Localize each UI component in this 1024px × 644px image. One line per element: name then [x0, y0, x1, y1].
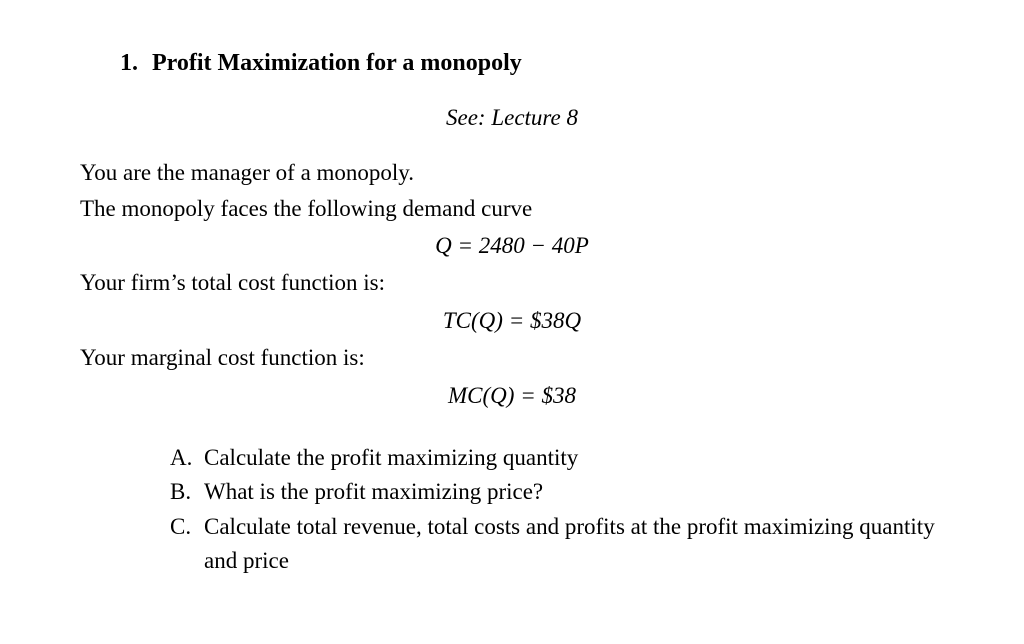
question-list: A. Calculate the profit maximizing quant… [170, 441, 944, 579]
question-b: B. What is the profit maximizing price? [170, 475, 944, 510]
question-b-marker: B. [170, 475, 204, 510]
question-b-text: What is the profit maximizing price? [204, 475, 944, 510]
question-a: A. Calculate the profit maximizing quant… [170, 441, 944, 476]
heading-number: 1. [120, 50, 138, 77]
question-a-text: Calculate the profit maximizing quantity [204, 441, 944, 476]
question-c: C. Calculate total revenue, total costs … [170, 510, 944, 579]
demand-equation: Q = 2480 − 40P [80, 226, 944, 265]
marginal-cost-equation: MC(Q) = $38 [80, 376, 944, 415]
question-c-text: Calculate total revenue, total costs and… [204, 510, 944, 579]
document-page: 1. Profit Maximization for a monopoly See… [0, 0, 1024, 644]
heading-title: Profit Maximization for a monopoly [152, 50, 522, 76]
see-reference: See: Lecture 8 [80, 105, 944, 131]
total-cost-label: Your firm’s total cost function is: [80, 265, 944, 301]
intro-line-1: You are the manager of a monopoly. [80, 155, 944, 191]
section-heading: 1. Profit Maximization for a monopoly [120, 50, 944, 77]
question-c-marker: C. [170, 510, 204, 579]
question-a-marker: A. [170, 441, 204, 476]
intro-line-2: The monopoly faces the following demand … [80, 191, 944, 227]
total-cost-equation: TC(Q) = $38Q [80, 301, 944, 340]
marginal-cost-label: Your marginal cost function is: [80, 340, 944, 376]
